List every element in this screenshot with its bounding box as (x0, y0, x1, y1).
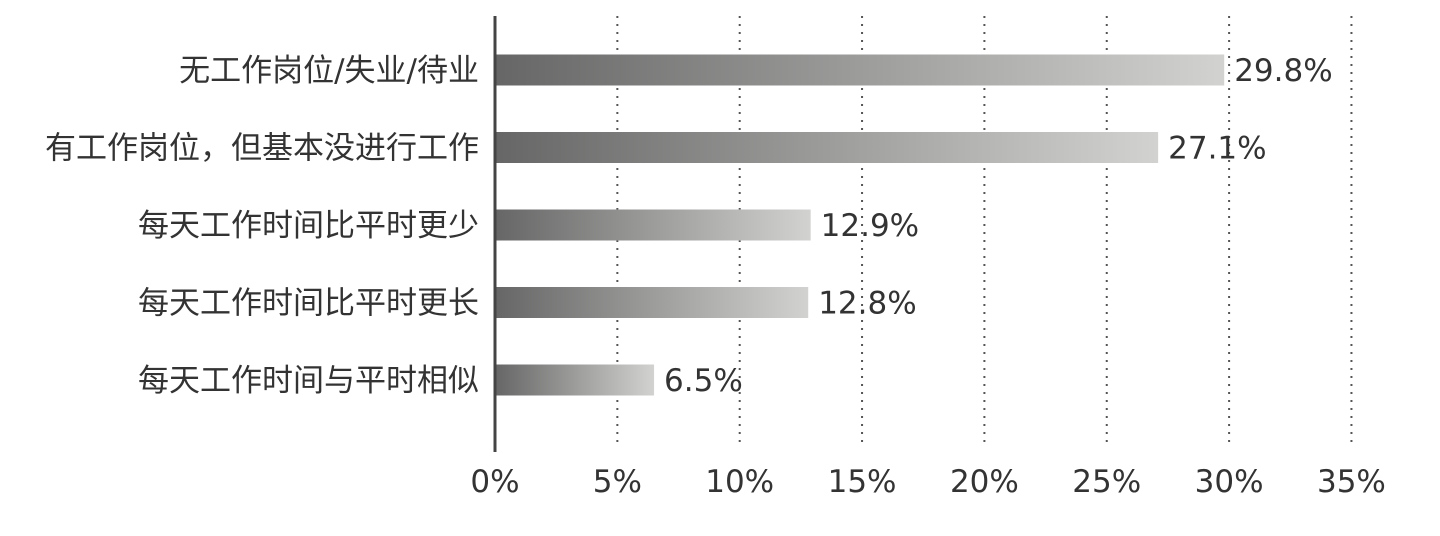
bars (495, 54, 1225, 396)
x-axis-ticks: 0% 5% 10% 15% 20% 25% 30% 35% (470, 464, 1385, 500)
bar (495, 132, 1159, 163)
bar (495, 209, 811, 241)
category-label: 每天工作时间比平时更长 (138, 286, 479, 322)
labels: 无工作岗位/失业/待业 29.8% 有工作岗位，但基本没进行工作 27.1% 每天工作时… (45, 53, 1333, 399)
value-label: 12.8% (818, 286, 916, 322)
value-label: 29.8% (1234, 53, 1332, 89)
bar (495, 54, 1225, 86)
bar (495, 287, 809, 318)
value-label: 6.5% (664, 363, 743, 399)
x-tick-label: 20% (950, 464, 1019, 500)
value-label: 27.1% (1168, 131, 1266, 167)
bar (495, 364, 655, 396)
category-label: 无工作岗位/失业/待业 (179, 53, 479, 89)
x-tick-label: 25% (1072, 464, 1141, 500)
x-tick-label: 35% (1317, 464, 1386, 500)
category-label: 每天工作时间与平时相似 (138, 363, 479, 399)
x-tick-label: 30% (1195, 464, 1264, 500)
x-tick-label: 15% (828, 464, 897, 500)
x-tick-label: 0% (470, 464, 519, 500)
value-label: 12.9% (821, 208, 919, 244)
x-tick-label: 5% (593, 464, 642, 500)
category-label: 有工作岗位，但基本没进行工作 (45, 131, 479, 167)
category-label: 每天工作时间比平时更少 (138, 208, 479, 244)
x-tick-label: 10% (705, 464, 774, 500)
